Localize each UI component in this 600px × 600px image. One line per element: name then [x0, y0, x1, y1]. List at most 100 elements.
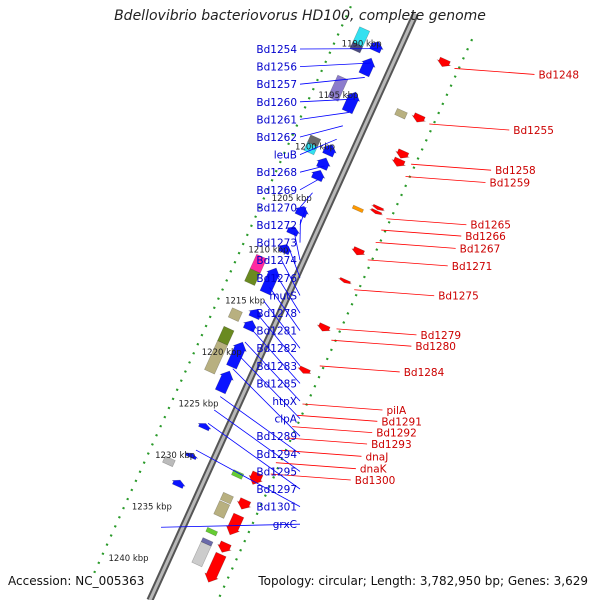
left-gene-label: Bd1301 [256, 502, 297, 514]
cds-arrow [242, 320, 258, 333]
left-leader-line [269, 287, 301, 331]
left-leader-line [207, 422, 301, 490]
feature-box [219, 491, 234, 505]
right-gene-label: pilA [386, 405, 406, 417]
left-leader-line [160, 523, 301, 528]
feature-box [162, 455, 176, 468]
cds-arrow [236, 497, 252, 510]
feature-box [217, 325, 235, 346]
left-gene-label: Bd1282 [256, 343, 297, 355]
right-leader-line [411, 163, 492, 171]
feature-box [307, 134, 322, 147]
cds-arrow [204, 551, 227, 583]
right-gene-label: Bd1275 [438, 291, 479, 303]
map-title: Bdellovibrio bacteriovorus HD100, comple… [114, 8, 486, 24]
kbp-tick-label: 1220 kbp [202, 348, 242, 358]
left-gene-label: grxC [273, 519, 297, 531]
left-gene-label: Bd1270 [256, 202, 297, 214]
left-leader-line [299, 98, 355, 103]
left-leader-line [281, 260, 301, 296]
feature-box [227, 307, 243, 322]
left-gene-label: Bd1274 [256, 255, 297, 267]
left-leader-line [195, 449, 301, 507]
right-gene-label: Bd1266 [465, 231, 506, 243]
kbp-tick-label: 1195 kbp [318, 91, 358, 101]
cds-arrow [226, 341, 247, 370]
cds-arrow [285, 226, 301, 237]
cds-arrow [248, 308, 263, 321]
cds-arrow [184, 452, 198, 461]
cds-arrow [436, 56, 452, 67]
left-gene-label: Bd1281 [256, 326, 297, 338]
backbone-inner [148, 13, 417, 600]
feature-box [394, 107, 408, 120]
cds-arrow [217, 540, 232, 553]
left-gene-label: htpX [272, 396, 297, 408]
left-leader-line [299, 62, 372, 67]
right-leader-line [319, 365, 400, 373]
right-gene-label: Bd1279 [420, 330, 461, 342]
right-gene-label: Bd1291 [381, 416, 422, 428]
feature-box [205, 526, 219, 537]
right-leader-line [297, 414, 378, 422]
right-leader-line [367, 259, 448, 267]
feature-box [204, 340, 228, 375]
cds-arrow [338, 276, 352, 285]
right-gene-label: Bd1280 [415, 341, 456, 353]
left-leader-line [287, 246, 301, 278]
cds-arrow [310, 169, 326, 183]
right-leader-line [336, 328, 417, 336]
ruler-track-left [216, 38, 474, 600]
feature-box [231, 469, 245, 480]
kbp-tick-label: 1230 kbp [155, 451, 195, 461]
right-gene-label: Bd1271 [452, 261, 493, 273]
cds-arrow [358, 57, 376, 78]
left-gene-label: Bd1256 [256, 62, 297, 74]
left-leader-line [213, 409, 301, 472]
right-leader-line [405, 176, 486, 183]
left-leader-line [263, 300, 301, 349]
feature-box [213, 500, 231, 519]
left-leader-line [219, 396, 301, 455]
right-leader-line [381, 229, 462, 237]
feature-layer [162, 26, 452, 583]
left-gene-label: Bd1295 [256, 466, 297, 478]
left-gene-label: Bd1297 [256, 484, 297, 496]
right-leader-line [429, 123, 510, 131]
left-gene-label: Bd1254 [256, 44, 297, 56]
kbp-tick-label: 1235 kbp [132, 503, 172, 513]
left-leader-line [257, 313, 301, 367]
right-gene-label: dnaJ [365, 451, 388, 463]
left-leader-line [250, 328, 301, 384]
left-leader-line [299, 138, 337, 155]
cds-arrow [391, 156, 407, 167]
left-leader-line [299, 178, 319, 191]
left-gene-label: leuB [274, 150, 297, 162]
left-leader-line [299, 77, 365, 85]
kbp-tick-label: 1215 kbp [225, 297, 265, 307]
kbp-tick-layer: 1190 kbp 1195 kbp 1200 kbp 1205 kbp 1210 kbp… [92, 0, 474, 600]
right-leader-line [454, 68, 535, 75]
cds-arrow [411, 112, 427, 123]
kbp-tick-label: 1205 kbp [272, 194, 312, 204]
right-leader-line [281, 449, 362, 457]
cds-arrow [395, 148, 411, 159]
accession-text: Accession: NC_005363 [8, 574, 145, 588]
left-gene-label: Bd1262 [256, 132, 297, 144]
left-gene-label: Bd1283 [256, 361, 297, 373]
right-leader-line [287, 437, 368, 445]
right-gene-label: Bd1300 [355, 475, 396, 487]
left-gene-label: Bd1278 [256, 308, 297, 320]
cds-arrow [351, 246, 366, 256]
left-gene-label: Bd1272 [256, 220, 297, 232]
right-gene-label: Bd1267 [460, 243, 501, 255]
left-gene-label: Bd1276 [256, 273, 297, 285]
right-leader-line [275, 462, 356, 470]
left-leader-line [299, 206, 307, 226]
cds-arrow [371, 203, 385, 212]
left-leader-line [299, 112, 349, 120]
left-gene-label: Bd1289 [256, 431, 297, 443]
feature-box [191, 541, 212, 568]
cds-arrow [369, 41, 384, 54]
